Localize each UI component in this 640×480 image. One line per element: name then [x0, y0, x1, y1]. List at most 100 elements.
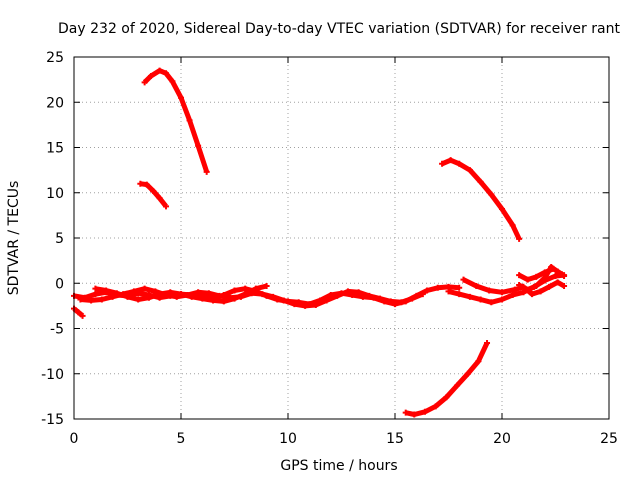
- data-point-arc-6: [231, 287, 238, 294]
- x-tick-label: 0: [70, 431, 79, 447]
- data-point-arc-8: [178, 291, 184, 298]
- data-point-arc-8: [252, 285, 259, 292]
- y-tick-label: 20: [46, 95, 64, 111]
- data-point-arc-7: [141, 285, 148, 292]
- data-point-arc-13: [520, 283, 527, 290]
- data-point-arc-7: [377, 295, 384, 302]
- data-point-arc-7: [259, 291, 266, 298]
- x-axis-label: GPS time / hours: [280, 458, 397, 474]
- y-tick-label: -5: [50, 322, 64, 338]
- data-point-arc-10: [511, 286, 518, 293]
- y-tick-label: -15: [41, 412, 64, 428]
- y-tick-label: 0: [55, 276, 64, 292]
- data-point-arc-1: [195, 142, 202, 149]
- data-point-arc-8: [135, 296, 142, 303]
- data-point-arc-10: [486, 287, 493, 294]
- y-axis-label: SDTVAR / TECUs: [6, 181, 22, 296]
- data-point-arc-3: [477, 178, 484, 185]
- y-tick-label: 10: [46, 186, 64, 202]
- data-point-arc-9: [552, 273, 559, 280]
- data-point-arc-1: [203, 168, 210, 175]
- data-point-arc-4: [432, 403, 439, 410]
- data-point-arc-6: [242, 285, 249, 292]
- data-point-arc-8: [92, 285, 99, 292]
- data-point-arc-8: [199, 295, 206, 302]
- data-point-arc-9: [488, 299, 495, 306]
- data-point-arc-13: [561, 282, 568, 289]
- data-point-arc-7: [387, 298, 394, 305]
- data-point-arc-7: [195, 289, 202, 296]
- data-point-arc-2: [143, 181, 150, 188]
- data-point-arc-9: [445, 288, 452, 295]
- data-point-arc-13: [528, 291, 535, 298]
- data-point-arc-12: [550, 265, 557, 272]
- data-point-arc-7: [130, 288, 137, 295]
- data-point-arc-8: [210, 297, 217, 304]
- series-line-arc-2: [139, 181, 168, 208]
- data-point-arc-11: [541, 274, 548, 281]
- data-point-arc-8: [188, 293, 195, 300]
- data-point-arc-1: [141, 79, 148, 86]
- data-point-arc-1: [186, 117, 193, 124]
- x-tick-label: 20: [493, 431, 511, 447]
- data-point-arc-6: [456, 284, 463, 291]
- chart-title: Day 232 of 2020, Sidereal Day-to-day VTE…: [58, 21, 620, 37]
- data-point-arc-2: [137, 180, 144, 187]
- data-point-arc-8: [145, 294, 152, 301]
- y-tick-label: 15: [46, 141, 64, 157]
- series-line-arc-1: [142, 68, 210, 173]
- x-tick-label: 15: [386, 431, 404, 447]
- data-point-arc-9: [509, 292, 516, 299]
- data-point-arc-1: [156, 67, 163, 74]
- data-point-arc-3: [509, 222, 516, 229]
- data-point-arc-3: [447, 157, 454, 164]
- data-point-arc-10: [473, 282, 480, 289]
- data-point-arc-2: [163, 203, 170, 210]
- data-point-arc-12: [541, 269, 548, 276]
- data-point-arc-7: [270, 293, 277, 300]
- data-point-arc-10: [460, 276, 467, 283]
- data-point-arc-7: [77, 296, 84, 303]
- data-point-arc-5: [79, 312, 86, 319]
- data-point-arc-8: [124, 293, 131, 300]
- data-point-arc-7: [323, 297, 330, 304]
- grid: [74, 57, 609, 419]
- data-point-arc-7: [302, 302, 309, 309]
- data-point-arc-8: [103, 287, 110, 294]
- data-point-arc-4: [421, 408, 428, 415]
- plot-frame: [73, 56, 610, 420]
- data-point-arc-6: [92, 291, 99, 298]
- data-point-arc-9: [499, 296, 505, 303]
- y-tick-label: 5: [55, 231, 64, 247]
- data-point-arc-12: [533, 273, 540, 280]
- data-point-arc-4: [454, 382, 461, 389]
- data-point-arc-9: [466, 293, 473, 300]
- data-point-arc-8: [167, 289, 174, 296]
- data-point-arc-7: [98, 296, 105, 303]
- series-line-arc-4: [405, 341, 490, 417]
- data-point-arc-9: [456, 291, 463, 298]
- data-point-arc-4: [443, 394, 450, 401]
- data-point-arc-3: [499, 206, 505, 213]
- data-point-arc-7: [398, 299, 405, 306]
- data-point-arc-7: [419, 291, 426, 298]
- series-line-arc-3: [441, 157, 522, 240]
- y-tick-label: -10: [41, 367, 64, 383]
- data-point-arc-6: [434, 284, 441, 291]
- data-point-arc-7: [291, 301, 298, 308]
- series-group: [71, 67, 568, 418]
- x-tick-label: 25: [600, 431, 618, 447]
- data-point-arc-4: [475, 358, 482, 365]
- data-point-arc-8: [263, 282, 270, 289]
- data-point-arc-7: [366, 292, 373, 299]
- data-point-arc-4: [484, 339, 491, 346]
- data-point-arc-13: [546, 283, 553, 290]
- data-point-arc-7: [344, 288, 351, 295]
- data-point-arc-9: [520, 289, 527, 296]
- data-point-arc-8: [113, 290, 120, 297]
- x-tick-label: 10: [279, 431, 297, 447]
- data-point-arc-1: [163, 70, 170, 77]
- data-point-arc-7: [216, 292, 223, 299]
- data-point-arc-13: [537, 288, 544, 295]
